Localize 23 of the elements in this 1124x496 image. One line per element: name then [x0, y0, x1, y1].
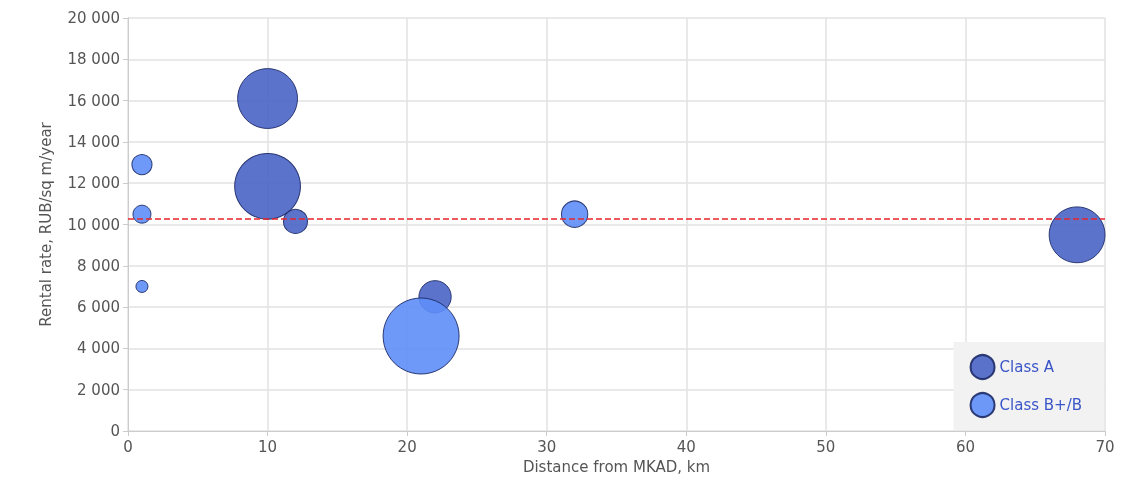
y-tick-label: 8 000	[77, 256, 120, 275]
legend-label: Class A	[999, 358, 1055, 376]
x-tick-label: 60	[955, 437, 975, 456]
y-tick-label: 4 000	[77, 339, 120, 358]
x-tick-label: 0	[123, 437, 133, 456]
y-tick-label: 12 000	[67, 174, 120, 193]
x-axis-title: Distance from MKAD, km	[522, 457, 711, 476]
y-tick-label: 6 000	[77, 298, 120, 317]
x-tick-label: 20	[397, 437, 417, 456]
x-tick-label: 50	[816, 437, 836, 456]
y-tick-label: 20 000	[67, 9, 120, 27]
y-tick-label: 2 000	[77, 380, 120, 399]
x-tick-label: 40	[676, 437, 696, 456]
legend-label: Class B+/B	[999, 396, 1082, 414]
y-axis-title: Rental rate, RUB/sq m/year	[36, 121, 55, 327]
x-tick-label: 10	[258, 437, 278, 456]
y-tick-label: 0	[110, 422, 120, 440]
y-tick-label: 16 000	[67, 91, 120, 110]
x-tick-label: 30	[537, 437, 557, 456]
y-tick-label: 18 000	[67, 50, 120, 69]
x-tick-label: 70	[1095, 437, 1115, 456]
y-tick-label: 10 000	[67, 215, 120, 234]
y-tick-label: 14 000	[67, 132, 120, 151]
